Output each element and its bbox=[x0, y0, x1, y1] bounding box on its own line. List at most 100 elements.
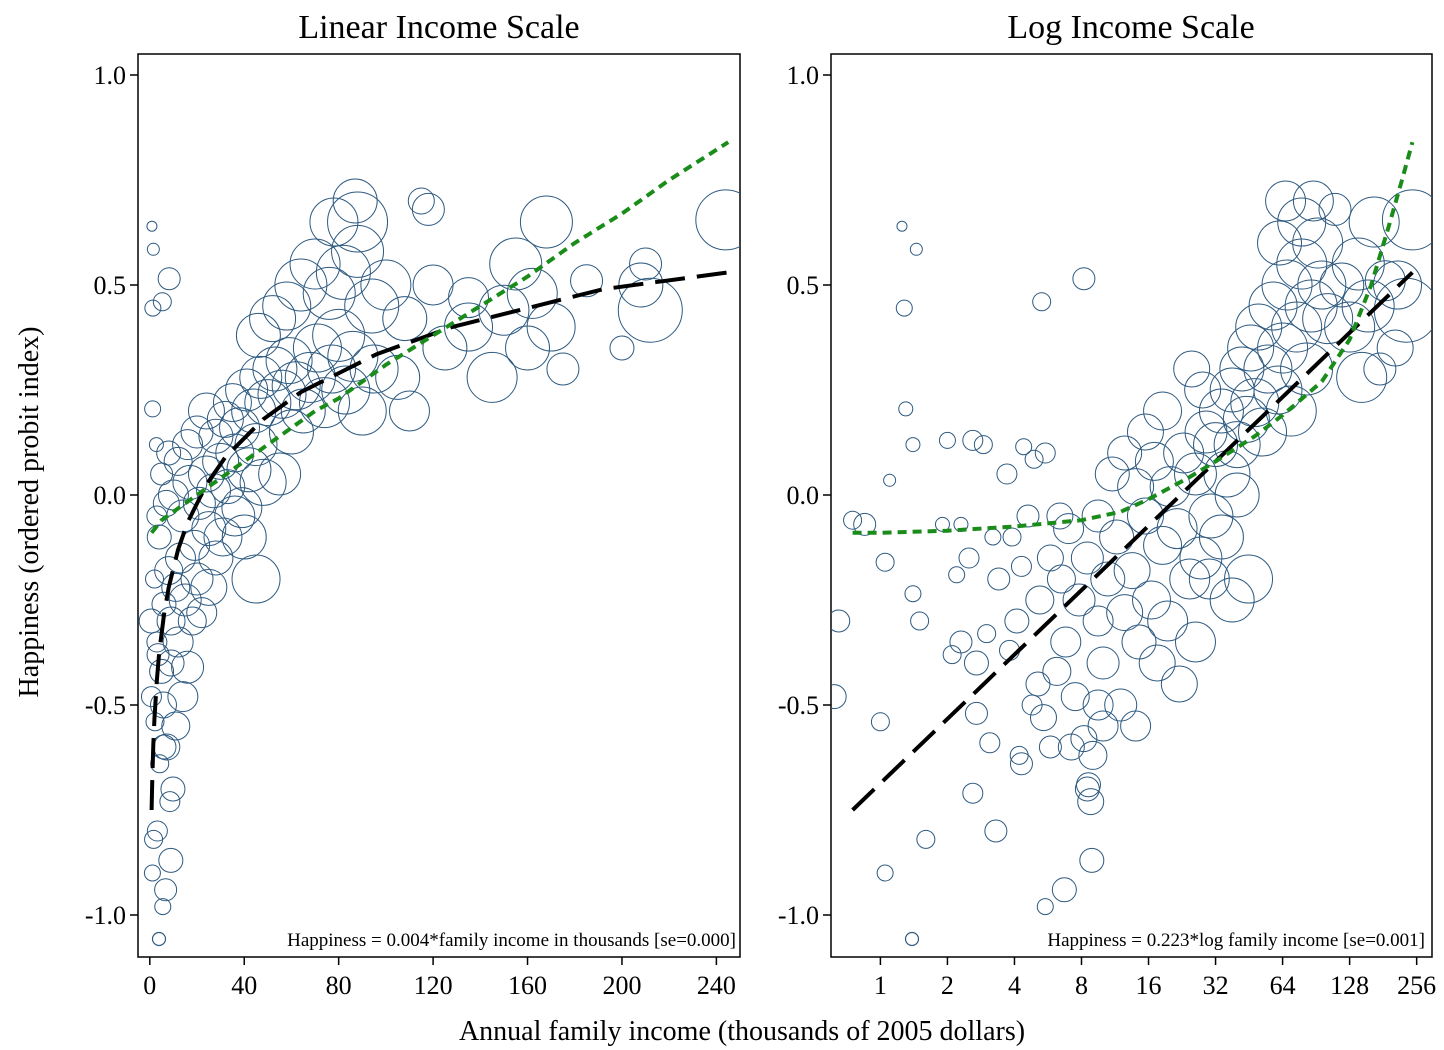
bubble-point bbox=[219, 407, 261, 449]
bubble-point bbox=[1243, 344, 1293, 394]
bubble-point bbox=[412, 264, 454, 306]
x-tick-label: 120 bbox=[414, 971, 453, 1000]
bubble-point bbox=[152, 292, 172, 312]
bubble-point bbox=[191, 511, 227, 547]
bubble-point bbox=[695, 189, 740, 251]
x-tick-label: 256 bbox=[1397, 971, 1436, 1000]
bubble-point bbox=[629, 247, 663, 281]
x-tick-label: 160 bbox=[508, 971, 547, 1000]
bubble-point bbox=[444, 302, 494, 352]
x-tick-label: 8 bbox=[1075, 971, 1088, 1000]
bubble-point bbox=[1214, 472, 1260, 518]
bubble-point bbox=[1184, 371, 1222, 409]
bubble-point bbox=[1179, 536, 1223, 580]
legend-label: Happiness = 0.223*log family income [se=… bbox=[1047, 930, 1425, 951]
bubble-point bbox=[274, 258, 328, 312]
bubble-point bbox=[1029, 704, 1057, 732]
bubble-point bbox=[1376, 329, 1414, 367]
bubble-point bbox=[609, 335, 635, 361]
bubble-point bbox=[1222, 395, 1270, 443]
bubble-point bbox=[489, 237, 543, 291]
bubble-point bbox=[360, 259, 412, 311]
bubble-point bbox=[157, 267, 181, 291]
bubble-point bbox=[1219, 346, 1265, 392]
bubble-point bbox=[963, 650, 989, 676]
bubble-point bbox=[182, 486, 216, 520]
bubble-point bbox=[146, 820, 168, 842]
bubble-point bbox=[321, 365, 371, 415]
bubble-point bbox=[162, 626, 194, 658]
bubble-point bbox=[239, 458, 287, 506]
bubble-point bbox=[422, 325, 468, 371]
bubble-point bbox=[171, 650, 205, 684]
bubble-point bbox=[156, 440, 182, 466]
bubble-point bbox=[1198, 388, 1244, 434]
bubble-point bbox=[973, 435, 993, 455]
bubble-point bbox=[1062, 583, 1096, 617]
bubble-point bbox=[1107, 435, 1143, 471]
bubble-point bbox=[1078, 740, 1108, 770]
legend-bubble-icon bbox=[151, 931, 167, 947]
bubble-point bbox=[1036, 544, 1064, 572]
bubble-point bbox=[157, 649, 185, 677]
bubble-point bbox=[1318, 192, 1352, 226]
bubble-point bbox=[198, 418, 234, 454]
bubble-point bbox=[146, 631, 168, 653]
bubble-point bbox=[996, 463, 1018, 485]
bubble-point bbox=[172, 429, 204, 461]
smooth-line bbox=[150, 140, 730, 535]
bubble-point bbox=[150, 462, 174, 486]
bubble-point bbox=[149, 691, 177, 719]
bubble-point bbox=[1138, 644, 1176, 682]
smooth-line bbox=[852, 141, 1415, 535]
bubble-point bbox=[154, 878, 178, 902]
bubble-point bbox=[1336, 351, 1388, 403]
y-axis-label: Happiness (ordered probit index) bbox=[14, 327, 45, 698]
bubble-point bbox=[167, 681, 199, 713]
bubble-point bbox=[140, 686, 162, 708]
x-tick-label: 128 bbox=[1330, 971, 1369, 1000]
bubble-point bbox=[831, 684, 847, 710]
bubble-point bbox=[159, 791, 181, 813]
bubble-point bbox=[198, 540, 234, 576]
x-tick-label: 240 bbox=[697, 971, 736, 1000]
bubble-point bbox=[1050, 626, 1082, 658]
x-tick-label: 0 bbox=[143, 971, 156, 1000]
bubble-point bbox=[949, 630, 973, 654]
bubble-point bbox=[1373, 260, 1423, 310]
bubble-point bbox=[1209, 577, 1255, 623]
bubble-point bbox=[1051, 877, 1077, 903]
bubble-point bbox=[546, 352, 580, 386]
bubble-point bbox=[143, 864, 161, 882]
x-tick-label: 4 bbox=[1008, 971, 1021, 1000]
bubble-point bbox=[1302, 293, 1354, 345]
bubble-point bbox=[299, 377, 351, 429]
bubble-point bbox=[831, 609, 851, 633]
bubble-point bbox=[146, 220, 158, 232]
bubble-point bbox=[337, 386, 387, 436]
bubble-point bbox=[1331, 237, 1385, 291]
bubble-point bbox=[570, 264, 604, 298]
x-tick-label: 1 bbox=[874, 971, 887, 1000]
bubble-point bbox=[271, 361, 321, 411]
panel-log-income: Log Income Scale 1.0 0.5 0.0 -0.5 -1.0 1 2 4 8 16… bbox=[778, 9, 1436, 1000]
bubble-point bbox=[163, 446, 193, 476]
bubble-point bbox=[382, 296, 428, 342]
bubble-point bbox=[1381, 189, 1432, 251]
bubble-point bbox=[146, 242, 160, 256]
bubble-point bbox=[909, 242, 923, 256]
bubble-point bbox=[331, 224, 385, 278]
bubble-point bbox=[309, 197, 359, 247]
bubble-point bbox=[177, 606, 207, 636]
bubble-point bbox=[1025, 671, 1051, 697]
bubble-point bbox=[1010, 555, 1032, 577]
bubble-point bbox=[1042, 656, 1072, 686]
bubble-point bbox=[235, 312, 281, 358]
bubble-point bbox=[1227, 324, 1275, 372]
bubble-point bbox=[938, 431, 956, 449]
bubble-point bbox=[876, 864, 894, 882]
bubble-point bbox=[302, 266, 356, 320]
bubble-point bbox=[1188, 493, 1234, 539]
bubble-point bbox=[411, 192, 445, 226]
bubble-point bbox=[1082, 605, 1114, 637]
